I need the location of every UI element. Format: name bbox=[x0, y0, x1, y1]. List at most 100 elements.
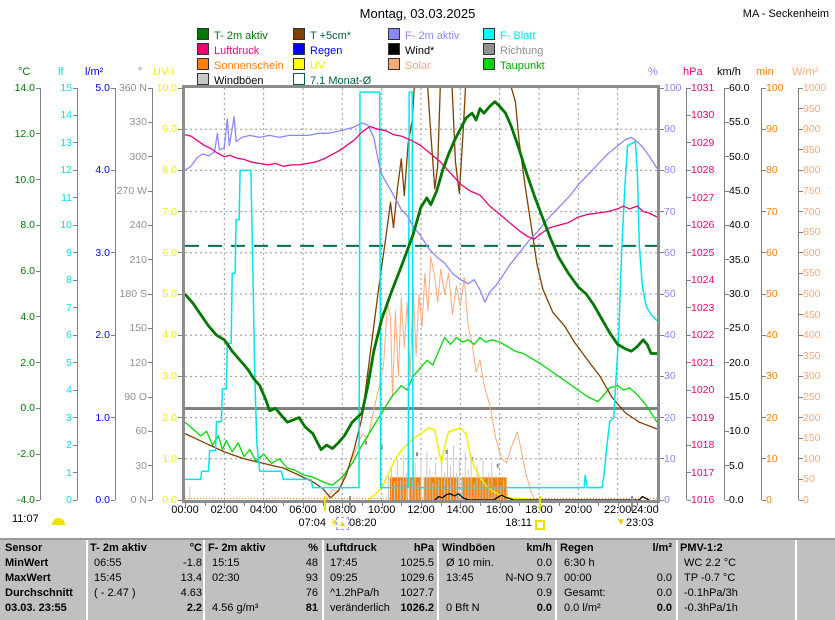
axis-tick bbox=[178, 87, 182, 89]
axis-tick-label: 40 bbox=[664, 329, 676, 342]
legend-item-t5cm: T +5cm* bbox=[293, 28, 351, 42]
axis-tick bbox=[762, 169, 766, 171]
axis-tick bbox=[73, 362, 77, 364]
axis-tick-label: 1016 bbox=[691, 494, 715, 506]
axis-tick bbox=[687, 197, 691, 199]
legend-swatch-uv bbox=[293, 58, 305, 70]
axis-tick-label: 8.0 bbox=[20, 219, 35, 232]
axis-header-minax: min bbox=[756, 66, 774, 78]
axis-tick-label: 1026 bbox=[691, 219, 715, 232]
axis-tick-label: 6.0 bbox=[20, 265, 35, 278]
axis-header-kmh: km/h bbox=[717, 66, 741, 78]
legend-item-windboeen: Windböen bbox=[197, 73, 264, 87]
axis-tick bbox=[725, 156, 729, 158]
axis-header-lf: lf bbox=[58, 66, 64, 78]
axis-tick-label: 800 bbox=[803, 164, 821, 177]
axis-tick-label: 60 bbox=[135, 425, 147, 438]
axis-tick bbox=[762, 375, 766, 377]
hour-tick bbox=[480, 503, 481, 506]
axis-tick bbox=[687, 87, 691, 89]
axis-tick-label: 3.0 bbox=[162, 370, 177, 383]
axis-tick-label: -4.0 bbox=[16, 494, 35, 506]
sun-icon: ☀ bbox=[329, 515, 341, 530]
summary-cell-value: 1027.7 bbox=[400, 587, 434, 599]
axis-tick bbox=[687, 279, 691, 281]
axis-tick-label: 0.0 bbox=[20, 402, 35, 415]
axis-tick bbox=[111, 252, 115, 254]
axis-line-minax bbox=[761, 88, 762, 500]
axis-tick bbox=[73, 499, 77, 501]
legend-swatch-t5cm bbox=[293, 28, 305, 40]
f2m-line bbox=[185, 116, 657, 303]
axis-tick-label: 1025 bbox=[691, 246, 715, 259]
axis-tick bbox=[660, 334, 664, 336]
axis-tick-label: 7 bbox=[66, 301, 72, 314]
axis-tick bbox=[762, 334, 766, 336]
taupunkt-line bbox=[185, 336, 657, 486]
moonrise-icon bbox=[52, 518, 65, 525]
summary-cell-value: 48 bbox=[305, 557, 318, 569]
axis-tick-label: 2 bbox=[66, 439, 72, 452]
axis-tick bbox=[799, 375, 803, 377]
axis-tick bbox=[799, 314, 803, 316]
axis-tick bbox=[725, 259, 729, 261]
axis-tick bbox=[178, 128, 182, 130]
axis-tick-label: 1031 bbox=[691, 82, 715, 94]
summary-cell-value: 0.0 bbox=[536, 557, 552, 569]
hour-tick bbox=[381, 503, 383, 508]
axis-tick bbox=[687, 499, 691, 501]
summary-cell-value: -1.8 bbox=[183, 557, 202, 569]
axis-tick-label: 8.0 bbox=[162, 164, 177, 177]
axis-tick-label: 7.0 bbox=[162, 205, 177, 218]
legend-label: T- 2m aktiv bbox=[214, 30, 268, 42]
axis-tick-label: 1 bbox=[66, 466, 72, 479]
axis-tick bbox=[799, 499, 803, 501]
axis-tick-label: 10 bbox=[60, 219, 72, 232]
event-tick bbox=[631, 496, 634, 511]
axis-tick-label: 200 bbox=[803, 411, 821, 424]
axis-tick bbox=[73, 389, 77, 391]
axis-tick bbox=[687, 389, 691, 391]
summary-separator bbox=[676, 540, 678, 620]
axis-tick bbox=[148, 121, 152, 123]
legend-item-regen: Regen bbox=[293, 43, 342, 57]
axis-tick-label: 15 bbox=[60, 82, 72, 94]
axis-tick bbox=[36, 362, 40, 364]
axis-tick-label: 0 N bbox=[130, 494, 147, 506]
summary-separator bbox=[795, 540, 797, 620]
legend-item-luftdruck: Luftdruck bbox=[197, 43, 259, 57]
axis-tick-label: 4.0 bbox=[95, 164, 110, 177]
axis-tick-label: 0.0 bbox=[729, 494, 744, 506]
summary-separator bbox=[86, 540, 88, 620]
event-tick bbox=[324, 496, 327, 511]
marker-time: 23:03 bbox=[626, 517, 654, 529]
sunset-icon bbox=[535, 520, 545, 530]
axis-tick bbox=[762, 417, 766, 419]
axis-tick bbox=[148, 293, 152, 295]
axis-tick-label: 45.0 bbox=[729, 185, 750, 197]
axis-tick-label: 15.0 bbox=[729, 391, 750, 403]
axis-tick-label: 10.0 bbox=[729, 425, 750, 438]
legend-swatch-taupunkt bbox=[483, 58, 495, 70]
axis-tick bbox=[178, 211, 182, 213]
axis-tick-label: 35.0 bbox=[729, 253, 750, 266]
axis-tick bbox=[36, 133, 40, 135]
axis-tick bbox=[725, 430, 729, 432]
axis-tick-label: 20 bbox=[766, 411, 778, 424]
uv-line bbox=[367, 427, 540, 500]
axis-tick-label: -2.0 bbox=[16, 448, 35, 461]
axis-tick bbox=[148, 327, 152, 329]
axis-tick-label: 10.0 bbox=[156, 82, 177, 94]
summary-cell-label: ( - 2.47 ) bbox=[94, 587, 136, 599]
legend-swatch-t2m bbox=[197, 28, 209, 40]
axis-tick bbox=[725, 190, 729, 192]
marker-time: 11:07 bbox=[12, 513, 39, 525]
axis-tick bbox=[36, 453, 40, 455]
hour-tick bbox=[460, 503, 462, 508]
summary-cell-value: 93 bbox=[305, 572, 318, 584]
time-label: 16:00 bbox=[485, 504, 514, 516]
axis-tick-label: 13 bbox=[60, 136, 72, 149]
axis-tick bbox=[762, 128, 766, 130]
axis-tick-label: 1022 bbox=[691, 329, 715, 342]
legend-item-wind: Wind* bbox=[388, 43, 434, 57]
